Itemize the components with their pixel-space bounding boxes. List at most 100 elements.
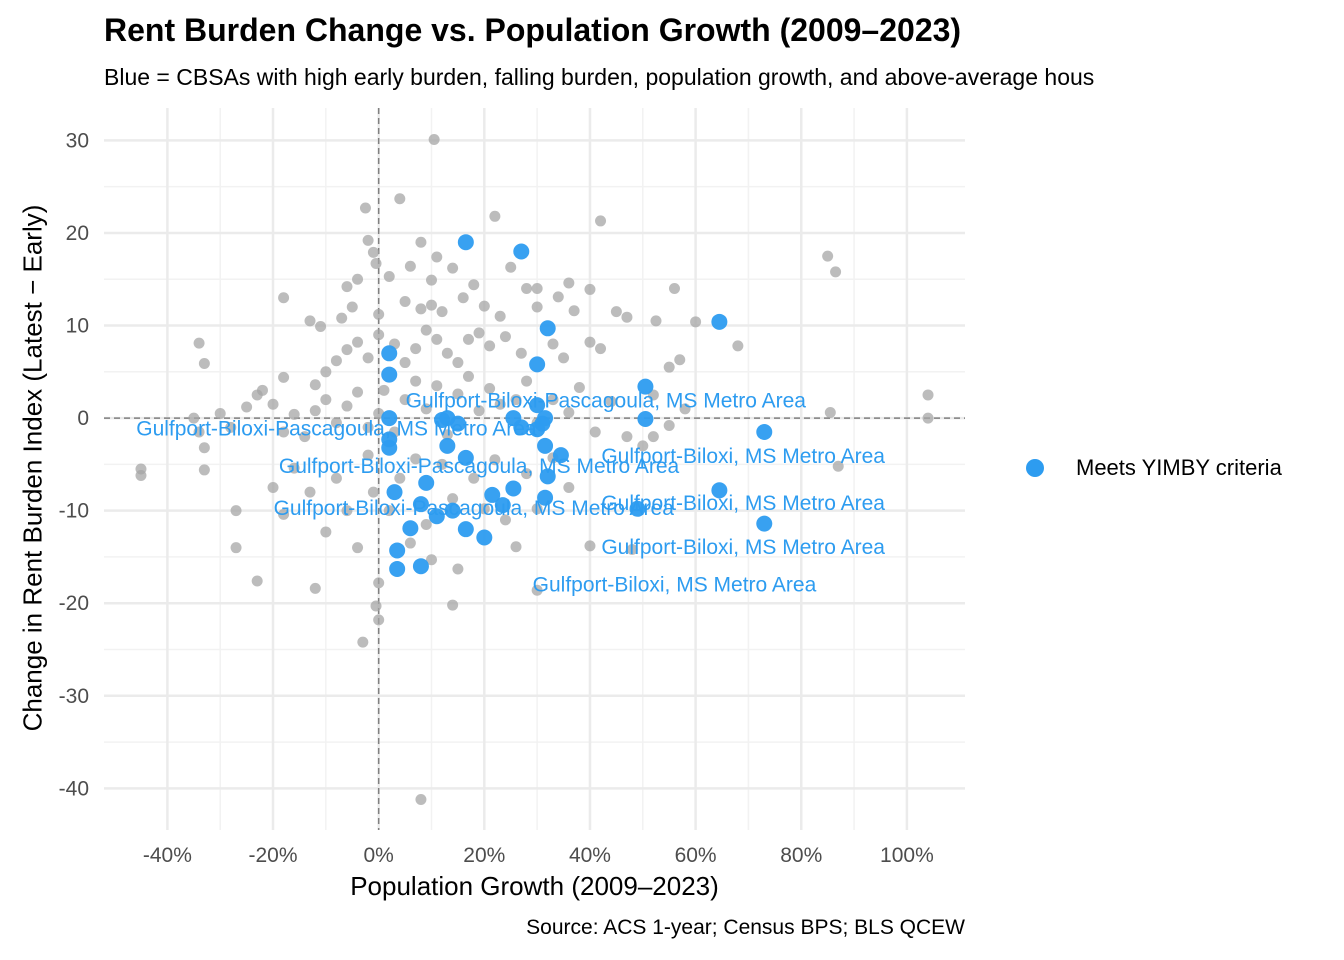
other-cbsa-point (394, 193, 406, 205)
other-cbsa-point (188, 412, 200, 424)
other-cbsa-point (650, 315, 662, 327)
other-cbsa-point (370, 258, 382, 270)
other-cbsa-point (362, 352, 374, 364)
point-label: Gulfport-Biloxi, MS Metro Area (533, 574, 817, 597)
y-tick-label: 30 (66, 129, 89, 152)
other-cbsa-point (399, 295, 411, 307)
point-label: Gulfport-Biloxi-Pascagoula, MS Metro Are… (274, 497, 675, 520)
other-cbsa-point (278, 371, 290, 383)
other-cbsa-point (499, 331, 511, 343)
other-cbsa-point (584, 283, 596, 295)
other-cbsa-point (415, 303, 427, 315)
other-cbsa-point (563, 277, 575, 289)
other-cbsa-point (621, 311, 633, 323)
other-cbsa-point (320, 366, 332, 378)
yimby-cbsa-point (537, 437, 554, 454)
y-axis-ticks: -40 -30 -20 -10 0 10 20 30 (59, 129, 89, 800)
yimby-cbsa-point (476, 529, 493, 546)
other-cbsa-point (198, 464, 210, 476)
other-cbsa-point (447, 262, 459, 274)
x-tick-label: 20% (463, 844, 505, 867)
other-cbsa-point (341, 400, 353, 412)
other-cbsa-point (341, 281, 353, 293)
other-cbsa-point (457, 292, 469, 304)
other-cbsa-point (383, 270, 395, 282)
yimby-cbsa-point (529, 356, 546, 373)
other-cbsa-point (425, 299, 437, 311)
other-cbsa-point (478, 503, 490, 515)
other-cbsa-point (462, 333, 474, 345)
source-caption: Source: ACS 1-year; Census BPS; BLS QCEW (526, 916, 965, 939)
other-cbsa-point (441, 347, 453, 359)
other-cbsa-point (510, 394, 522, 406)
other-cbsa-point (494, 310, 506, 322)
other-cbsa-point (420, 324, 432, 336)
yimby-cbsa-point (537, 410, 554, 427)
other-cbsa-point (304, 315, 316, 327)
other-cbsa-point (573, 382, 585, 394)
yimby-cbsa-point (539, 320, 556, 337)
other-cbsa-point (552, 291, 564, 303)
yimby-cbsa-point (412, 558, 429, 575)
other-cbsa-point (637, 440, 649, 452)
other-cbsa-point (610, 306, 622, 318)
other-cbsa-point (383, 505, 395, 517)
other-cbsa-point (626, 544, 638, 556)
other-cbsa-point (499, 514, 511, 526)
yimby-cbsa-point (381, 410, 398, 427)
other-cbsa-point (373, 308, 385, 320)
other-cbsa-point (288, 408, 300, 420)
yimby-cbsa-point (381, 439, 398, 456)
other-cbsa-point (373, 614, 385, 626)
yimby-cbsa-point (402, 520, 419, 537)
other-cbsa-point (336, 312, 348, 324)
x-tick-label: 40% (569, 844, 611, 867)
other-cbsa-point (135, 469, 147, 481)
other-cbsa-point (468, 279, 480, 291)
other-cbsa-point (362, 449, 374, 461)
other-cbsa-point (278, 426, 290, 438)
point-label: Gulfport-Biloxi-Pascagoula, MS Metro Are… (279, 455, 680, 478)
other-cbsa-point (531, 283, 543, 294)
other-cbsa-point (241, 401, 253, 413)
other-cbsa-point (330, 472, 342, 484)
yimby-cbsa-point (711, 482, 728, 499)
other-cbsa-point (267, 398, 279, 410)
other-cbsa-point (378, 384, 390, 396)
yimby-cbsa-points (381, 234, 773, 577)
yimby-cbsa-point (428, 508, 445, 525)
chart-subtitle: Blue = CBSAs with high early burden, fal… (104, 64, 1095, 90)
other-cbsa-point (568, 305, 580, 317)
other-cbsa-point (589, 426, 601, 438)
yimby-cbsa-point (457, 234, 474, 251)
other-cbsa-point (436, 306, 448, 318)
yimby-cbsa-point (513, 419, 530, 436)
y-tick-label: -10 (59, 500, 89, 523)
point-label: Gulfport-Biloxi, MS Metro Area (601, 536, 885, 559)
other-cbsa-point (320, 394, 332, 406)
other-cbsa-point (278, 292, 290, 304)
other-cbsa-point (367, 486, 379, 498)
yimby-cbsa-point (756, 515, 773, 532)
other-cbsa-point (521, 375, 533, 387)
other-cbsa-point (431, 380, 443, 392)
yimby-cbsa-point (412, 496, 429, 513)
other-cbsa-point (415, 793, 427, 805)
other-cbsa-point (832, 460, 844, 472)
other-cbsa-point (341, 344, 353, 356)
yimby-cbsa-point (439, 437, 456, 454)
other-cbsa-point (230, 505, 242, 517)
x-axis-label: Population Growth (2009–2023) (350, 871, 719, 901)
other-cbsa-point (410, 375, 422, 387)
yimby-cbsa-point (389, 560, 406, 577)
other-cbsa-point (399, 394, 411, 406)
other-cbsa-point (489, 210, 501, 222)
yimby-cbsa-point (539, 468, 556, 485)
other-cbsa-point (647, 431, 659, 443)
other-cbsa-point (431, 333, 443, 345)
point-label: Gulfport-Biloxi-Pascagoula, MS Metro Are… (406, 390, 807, 413)
other-cbsa-point (315, 320, 327, 332)
yimby-cbsa-point (457, 521, 474, 538)
other-cbsa-point (198, 442, 210, 454)
other-cbsa-point (605, 395, 617, 407)
